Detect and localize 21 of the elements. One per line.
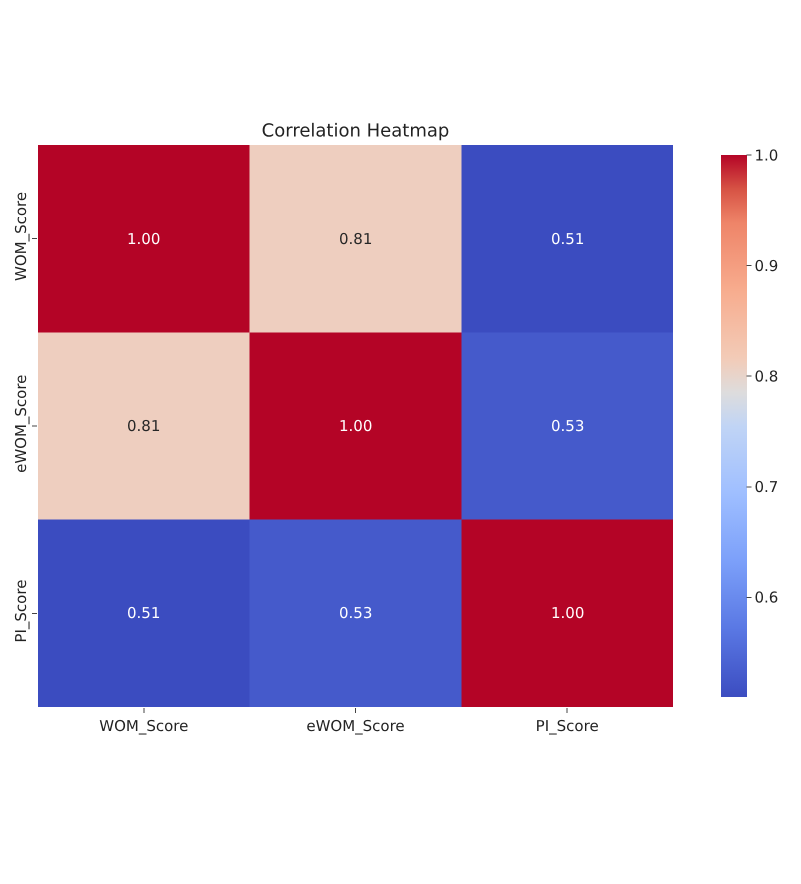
color-bar-label: 0.6 bbox=[754, 588, 778, 607]
color-bar-label: 1.0 bbox=[754, 146, 778, 164]
y-tick-label: WOM_Score bbox=[12, 192, 30, 281]
data-label: 0.53 bbox=[339, 604, 372, 622]
data-label: 1.00 bbox=[551, 604, 584, 622]
data-label: 0.81 bbox=[127, 417, 160, 435]
data-label: 0.51 bbox=[551, 230, 584, 248]
color-bar-label: 0.9 bbox=[754, 256, 778, 275]
x-tick-label: eWOM_Score bbox=[306, 717, 405, 735]
y-tick-label: eWOM_Score bbox=[12, 374, 30, 473]
data-label: 0.51 bbox=[127, 604, 160, 622]
data-label: 0.81 bbox=[339, 230, 372, 248]
data-label: 1.00 bbox=[339, 417, 372, 435]
color-bar-label: 0.7 bbox=[754, 478, 778, 496]
chart-title: Correlation Heatmap bbox=[262, 120, 450, 142]
x-tick-label: PI_Score bbox=[536, 717, 599, 735]
color-bar-label: 0.8 bbox=[754, 367, 778, 386]
data-label: 0.53 bbox=[551, 417, 584, 435]
x-tick-label: WOM_Score bbox=[99, 717, 188, 735]
y-tick-label: PI_Score bbox=[12, 580, 30, 643]
data-label: 1.00 bbox=[127, 230, 160, 248]
